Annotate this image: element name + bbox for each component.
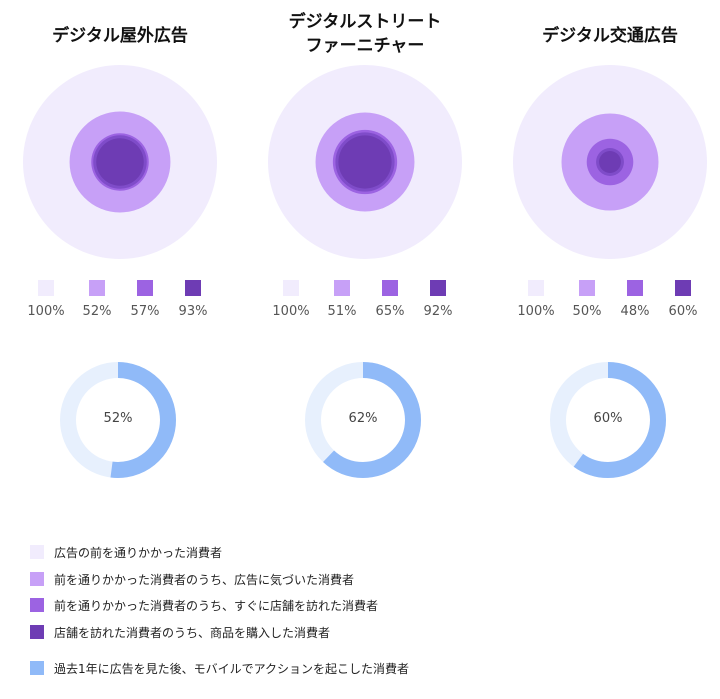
swatch-row xyxy=(245,280,485,296)
swatch-row xyxy=(0,280,240,296)
legend-swatch xyxy=(30,572,44,586)
funnel-circle xyxy=(338,135,392,189)
level-swatch xyxy=(579,280,595,296)
percent-row: 100% 52% 57% 93% xyxy=(0,304,240,324)
legend-item: 店舗を訪れた消費者のうち、商品を購入した消費者 xyxy=(30,624,550,642)
legend-item: 広告の前を通りかかった消費者 xyxy=(30,544,550,562)
percent-label: 51% xyxy=(327,304,357,319)
percent-label: 57% xyxy=(130,304,160,319)
legend-label: 広告の前を通りかかった消費者 xyxy=(54,546,223,560)
funnel-circle xyxy=(96,138,144,186)
donut-arc xyxy=(550,362,666,478)
level-swatch xyxy=(675,280,691,296)
legend-label: 過去1年に広告を見た後、モバイルでアクションを起こした消費者 xyxy=(54,662,410,676)
percent-label: 100% xyxy=(27,304,65,319)
percent-label: 50% xyxy=(572,304,602,319)
donut-value-label: 60% xyxy=(593,411,623,426)
swatch-row xyxy=(490,280,720,296)
percent-label: 52% xyxy=(82,304,112,319)
level-swatch xyxy=(382,280,398,296)
level-swatch xyxy=(38,280,54,296)
level-swatch xyxy=(185,280,201,296)
funnel-circle xyxy=(599,151,621,173)
chart-title: デジタル交通広告 xyxy=(542,26,678,46)
chart-title: デジタル屋外広告 xyxy=(52,26,188,46)
legend-label: 前を通りかかった消費者のうち、広告に気づいた消費者 xyxy=(54,573,355,587)
legend-swatch xyxy=(30,661,44,675)
legend-swatch xyxy=(30,625,44,639)
chart-panel: デジタルストリート ファーニチャー 100% 51% 65% 92% 62% xyxy=(245,0,485,500)
percent-label: 65% xyxy=(375,304,405,319)
legend-swatch xyxy=(30,598,44,612)
percent-label: 48% xyxy=(620,304,650,319)
percent-label: 100% xyxy=(517,304,555,319)
legend-swatch xyxy=(30,545,44,559)
donut-chart: 60% xyxy=(548,360,668,480)
level-swatch xyxy=(137,280,153,296)
level-swatch xyxy=(334,280,350,296)
level-swatch xyxy=(528,280,544,296)
level-swatch xyxy=(283,280,299,296)
funnel-chart xyxy=(268,65,462,259)
chart-panel: デジタル屋外広告 100% 52% 57% 93% 52% xyxy=(0,0,240,500)
percent-label: 60% xyxy=(668,304,698,319)
legend-label: 前を通りかかった消費者のうち、すぐに店舗を訪れた消費者 xyxy=(54,599,379,613)
percent-label: 100% xyxy=(272,304,310,319)
level-swatch xyxy=(627,280,643,296)
funnel-chart xyxy=(513,65,707,259)
donut-arc xyxy=(305,362,421,478)
level-swatch xyxy=(430,280,446,296)
donut-chart: 62% xyxy=(303,360,423,480)
percent-label: 93% xyxy=(178,304,208,319)
percent-row: 100% 51% 65% 92% xyxy=(245,304,485,324)
legend-label: 店舗を訪れた消費者のうち、商品を購入した消費者 xyxy=(54,626,331,640)
donut-value-label: 62% xyxy=(348,411,378,426)
percent-row: 100% 50% 48% 60% xyxy=(490,304,720,324)
donut-arc xyxy=(60,362,176,478)
chart-title: デジタルストリート ファーニチャー xyxy=(288,12,442,56)
legend-item: 前を通りかかった消費者のうち、すぐに店舗を訪れた消費者 xyxy=(30,597,550,615)
funnel-chart xyxy=(23,65,217,259)
chart-panel: デジタル交通広告 100% 50% 48% 60% 60% xyxy=(490,0,720,500)
percent-label: 92% xyxy=(423,304,453,319)
legend-item: 過去1年に広告を見た後、モバイルでアクションを起こした消費者 xyxy=(30,660,550,678)
legend-item: 前を通りかかった消費者のうち、広告に気づいた消費者 xyxy=(30,571,550,589)
level-swatch xyxy=(89,280,105,296)
donut-value-label: 52% xyxy=(103,411,133,426)
donut-chart: 52% xyxy=(58,360,178,480)
